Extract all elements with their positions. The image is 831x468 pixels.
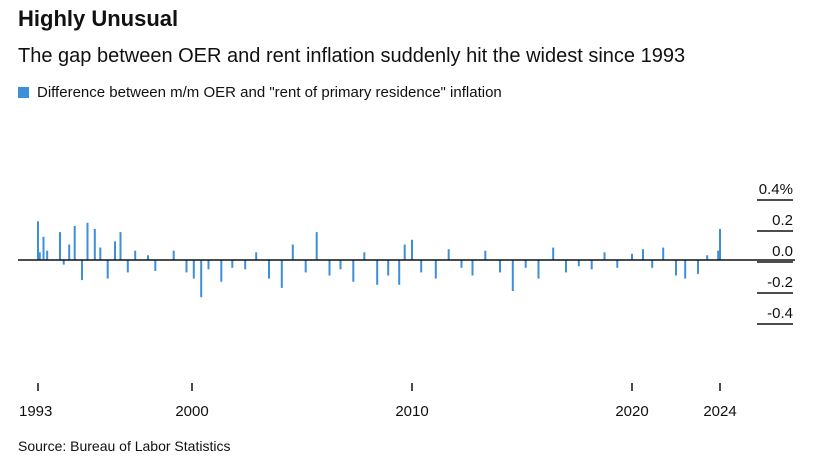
legend-label: Difference between m/m OER and "rent of … [37,84,502,101]
bar-2018-03 [590,260,593,270]
x-tick-label: 2020 [615,403,648,420]
bar-2013-05 [484,250,487,260]
source-note: Source: Bureau of Labor Statistics [18,438,231,454]
bar-1999-10 [185,260,188,273]
bar-2000-06 [200,260,203,298]
bar-2004-08 [291,244,294,260]
x-axis: 1993 2000 2010 2020 2024 [19,383,737,420]
legend: Difference between m/m OER and "rent of … [18,84,502,101]
bar-2015-10 [537,260,540,279]
bar-2001-11 [231,260,234,268]
bar-2001-05 [220,260,223,282]
bar-2022-01 [675,260,677,276]
bar-1994-09 [73,225,76,260]
bar-2007-05 [352,260,355,282]
chart-title: Highly Unusual [18,6,179,31]
bar-2023-01 [697,260,699,274]
bar-2008-06 [376,260,379,285]
bar-2011-09 [447,249,450,260]
bar-2005-03 [304,260,307,273]
y-tick-label: -0.2 [767,274,793,291]
bar-1997-02 [126,260,129,273]
bar-2002-06 [244,260,247,270]
y-axis: 0.4% 0.2 0.0 -0.2 -0.4 [757,181,793,325]
bar-1994-03 [62,260,65,265]
bar-2006-04 [328,260,331,276]
bar-2003-07 [268,260,270,279]
y-tick-label: 0.2 [772,212,793,229]
bar-2008-12 [387,260,390,276]
bar-1995-11 [99,247,102,260]
y-tick-label: 0.4% [759,181,793,198]
bar-1993-02 [38,252,41,261]
bar-2022-06 [684,260,687,279]
bar-2019-05 [616,260,619,268]
chart-subtitle: The gap between OER and rent inflation s… [18,45,686,67]
bar-2018-10 [603,252,606,261]
bar-2009-06 [398,260,401,285]
x-tick-label: 2010 [395,403,428,420]
bar-1999-03 [172,250,175,260]
bar-2023-12 [717,250,720,260]
bar-2010-06 [420,260,423,273]
bars-group [18,221,795,298]
bar-1993-04 [42,236,45,261]
bar-2014-01 [499,260,501,273]
legend-swatch [18,87,29,98]
bar-2024-01 [719,229,721,260]
bar-2012-10 [471,260,474,276]
bar-1997-06 [134,250,137,260]
bar-2015-03 [524,260,527,268]
x-tick-label: 1993 [19,403,52,420]
y-tick-label: -0.4 [767,305,793,322]
y-tick-label: 0.0 [772,243,793,260]
bar-2020-07 [642,249,644,260]
bar-1993-01 [37,221,39,261]
x-tick-label: 2000 [175,403,208,420]
bar-1996-03 [106,260,109,279]
bar-1996-10 [119,232,122,260]
bar-1994-06 [68,244,71,260]
bar-2020-01 [631,253,633,260]
bar-2010-01 [411,239,413,260]
bar-2004-02 [280,260,283,288]
bar-2000-10 [207,260,210,270]
bar-2007-11 [363,252,366,261]
bar-2002-12 [255,252,258,261]
bar-2000-02 [192,260,195,279]
bar-2023-06 [706,255,709,260]
bar-2012-04 [460,260,463,268]
bar-1993-06 [46,250,49,260]
bar-1995-01 [81,260,83,281]
bar-2021-06 [662,247,665,260]
bar-2016-06 [552,247,555,260]
bar-2020-12 [651,260,654,268]
bar-1996-07 [114,241,116,260]
bar-1995-08 [93,229,96,260]
bar-2006-10 [339,260,342,270]
bar-2011-02 [434,260,437,279]
x-tick-label: 2024 [703,403,736,420]
bar-1998-01 [147,255,149,260]
bar-2017-08 [577,260,580,267]
bar-2014-08 [511,260,514,291]
bar-2005-09 [315,232,318,260]
bar-2017-01 [565,260,567,273]
bar-2009-09 [403,244,406,260]
bar-1995-04 [86,222,89,260]
bar-1998-05 [154,260,157,271]
bar-1994-01 [59,232,61,260]
